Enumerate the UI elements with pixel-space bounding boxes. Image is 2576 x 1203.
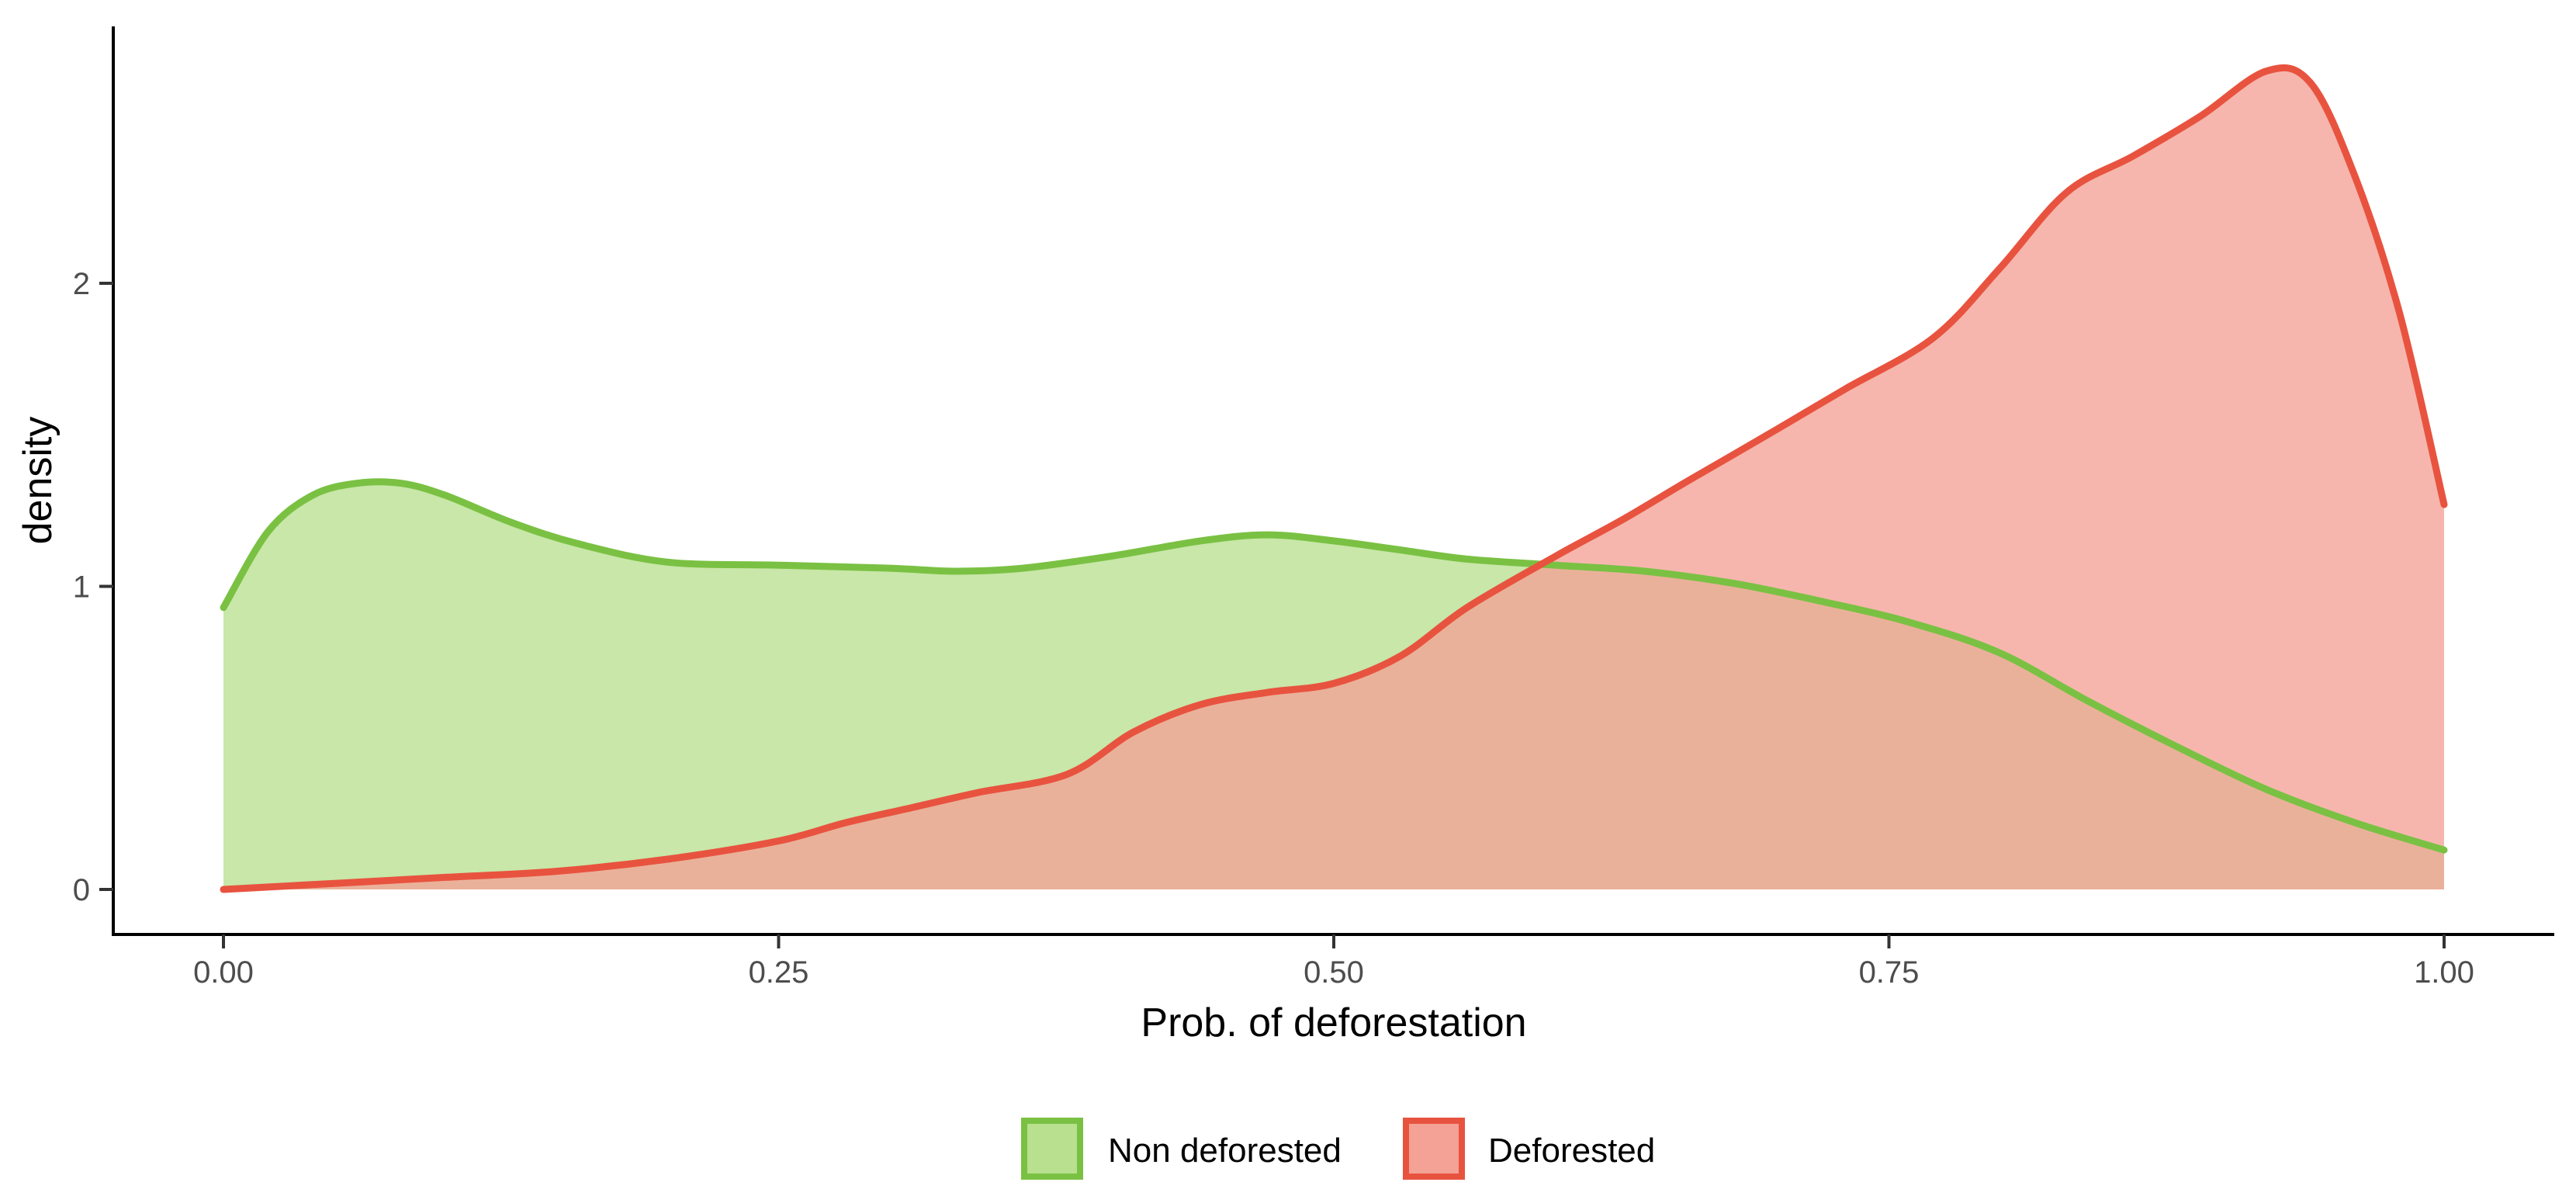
plot-areas [223, 68, 2444, 890]
y-tick-label: 2 [73, 267, 90, 301]
legend-key-deforested [1403, 1118, 1465, 1180]
legend: Non deforested Deforested [1021, 1118, 1655, 1180]
x-tick-label: 0.50 [1304, 955, 1364, 990]
density-line-deforested [220, 64, 2448, 893]
y-tick-label: 1 [73, 570, 90, 605]
x-tick-label: 0.75 [1859, 955, 1920, 990]
density-area-deforested [223, 68, 2444, 890]
density-line-non-deforested [220, 478, 2448, 854]
plot-lines [220, 64, 2448, 893]
x-axis-title: Prob. of deforestation [1141, 1000, 1526, 1045]
legend-label-non-deforested: Non deforested [1108, 1132, 1342, 1170]
y-axis-title: density [16, 417, 61, 545]
x-tick-label: 1.00 [2414, 955, 2474, 990]
y-tick-label: 0 [73, 873, 90, 907]
legend-label-deforested: Deforested [1488, 1132, 1655, 1170]
x-ticks: 0.00 0.25 0.50 0.75 1.00 [193, 934, 2474, 990]
x-tick-label: 0.25 [749, 955, 809, 990]
legend-key-non-deforested [1021, 1118, 1083, 1180]
y-ticks: 0 1 2 [73, 267, 113, 907]
x-tick-label: 0.00 [193, 955, 254, 990]
